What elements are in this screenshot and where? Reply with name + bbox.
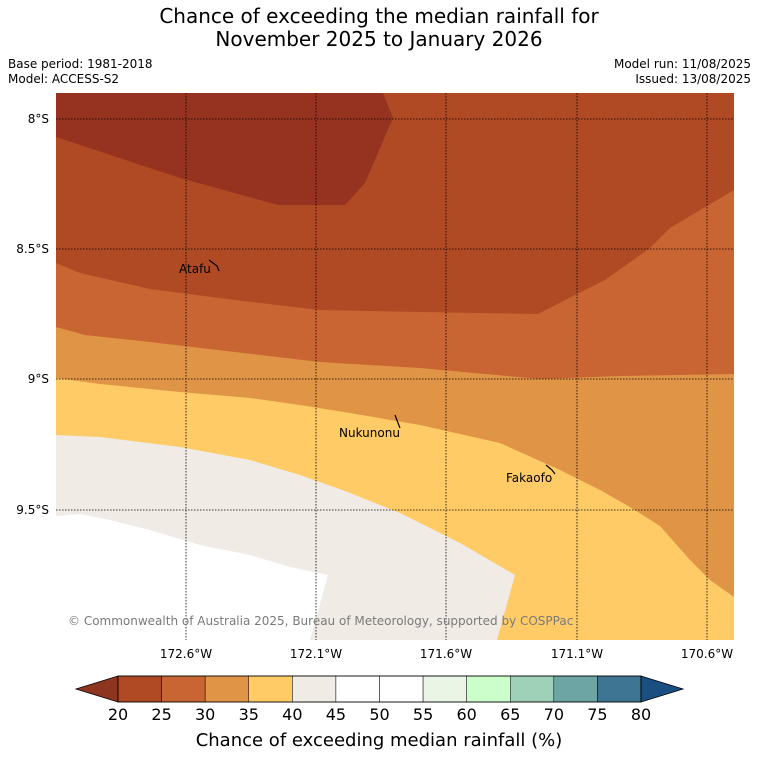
map-title: Chance of exceeding the median rainfall … [0,5,758,51]
colorbar-box [117,675,162,703]
credit-link[interactable]: COSPPac [519,614,574,628]
model-name: Model: ACCESS-S2 [8,72,120,86]
colorbar-box [379,675,424,703]
island-label-nukunonu: Nukunonu [339,426,400,440]
colorbar-tick-label: 40 [282,705,303,724]
title-line-2: November 2025 to January 2026 [215,27,543,51]
copyright-credit: © Commonwealth of Australia 2025, Bureau… [68,614,573,628]
base-period: Base period: 1981-2018 [8,57,153,71]
colorbar-tick-label: 30 [194,705,216,724]
lat-label-8: 8°S [27,112,49,126]
atafu-coastline [208,259,220,272]
nukunonu-coastline [394,414,401,429]
colorbar-over-extension [640,675,685,703]
colorbar-boxes [117,675,642,703]
meta-right: Model run: 11/08/2025 Issued: 13/08/2025 [614,57,751,87]
colorbar-tick-label: 65 [500,705,521,724]
colorbar-box [248,675,293,703]
lon-label-170-6: 170.6°W [680,647,734,661]
title-line-1: Chance of exceeding the median rainfall … [159,4,599,28]
island-label-fakaofo: Fakaofo [506,471,553,485]
colorbar-box [466,675,511,703]
colorbar-under-extension [74,675,119,703]
rainfall-bands [56,93,734,640]
colorbar-box [510,675,555,703]
colorbar-tick-label: 20 [107,705,129,724]
colorbar-tick-label: 70 [543,705,565,724]
colorbar-box [553,675,598,703]
colorbar-tick-label: 45 [325,705,347,724]
credit-text: © Commonwealth of Australia 2025, Bureau… [68,614,520,628]
lon-label-171-1: 171.1°W [550,647,604,661]
issued-date: Issued: 13/08/2025 [635,72,751,86]
colorbar-tick-label: 60 [456,705,477,724]
colorbar-box [597,675,642,703]
colorbar-tick-label: 25 [151,705,172,724]
island-label-atafu: Atafu [179,262,211,276]
model-run: Model run: 11/08/2025 [613,57,751,71]
colorbar-box [292,675,337,703]
band-50-55 [56,514,328,640]
colorbar-tick-label: 35 [238,705,259,724]
colorbar-box [335,675,380,703]
colorbar-tick-label: 80 [630,705,652,724]
colorbar-tick-label: 75 [587,705,608,724]
colorbar [74,675,685,703]
colorbar-box [204,675,250,703]
graticule [56,93,734,640]
island-markers [208,259,556,475]
meta-left: Base period: 1981-2018 Model: ACCESS-S2 [8,57,153,87]
lat-label-8-5: 8.5°S [16,242,49,256]
lon-label-172-6: 172.6°W [159,647,213,661]
lon-label-172-1: 172.1°W [289,647,343,661]
colorbar-tick-label: 55 [412,705,434,724]
colorbar-box [422,675,467,703]
fakaofo-coastline [545,464,556,475]
lat-label-9: 9°S [27,372,49,386]
colorbar-title: Chance of exceeding median rainfall (%) [195,730,563,751]
colorbar-outline [117,675,642,703]
colorbar-box [161,675,206,703]
lat-label-9-5: 9.5°S [16,503,49,517]
colorbar-tick-label: 50 [369,705,390,724]
lon-label-171-6: 171.6°W [419,647,473,661]
